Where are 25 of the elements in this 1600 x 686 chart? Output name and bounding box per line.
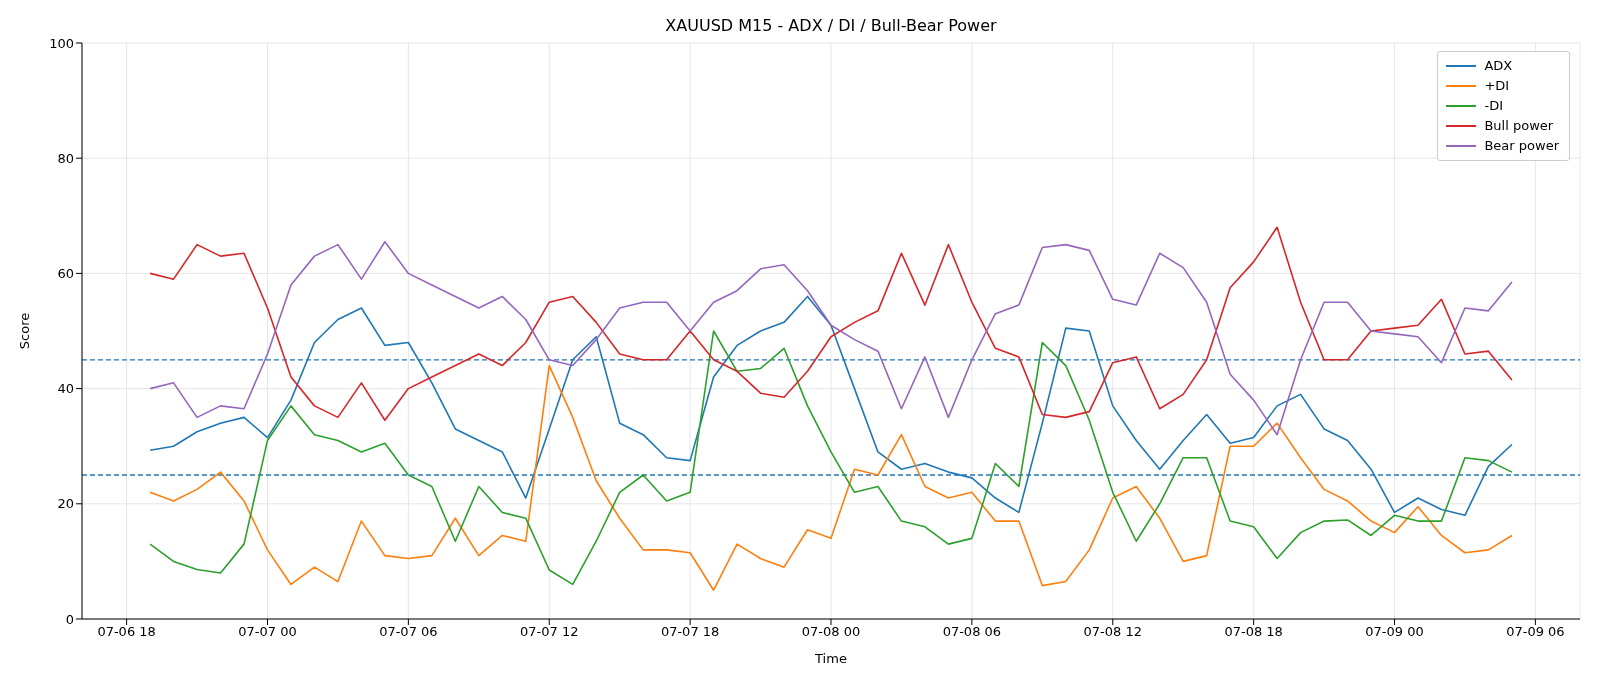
y-tick-label: 100 (49, 35, 74, 51)
x-tick-label: 07-09 06 (1506, 624, 1565, 640)
y-tick-label: 0 (65, 611, 74, 627)
x-tick-label: 07-08 06 (942, 624, 1002, 640)
x-axis-title: Time (814, 651, 847, 666)
chart-title: XAUUSD M15 - ADX / DI / Bull-Bear Power (664, 16, 998, 35)
x-tick-label: 07-09 00 (1365, 624, 1424, 640)
y-tick-label: 40 (57, 381, 74, 397)
x-tick-label: 07-06 18 (97, 624, 156, 640)
legend-label: +DI (1484, 77, 1510, 95)
legend-label: Bull power (1484, 117, 1554, 135)
legend-label: Bear power (1484, 137, 1559, 155)
y-tick-label: 60 (57, 266, 74, 282)
x-tick-label: 07-07 12 (520, 624, 579, 640)
x-tick-label: 07-07 06 (379, 624, 438, 640)
x-tick-label: 07-08 00 (801, 624, 861, 640)
x-tick-label: 07-08 12 (1083, 624, 1142, 640)
y-tick-label: 80 (57, 150, 74, 166)
x-tick-label: 07-07 00 (238, 624, 297, 640)
y-tick-label: 20 (57, 496, 74, 512)
legend-label: ADX (1484, 57, 1513, 75)
legend-label: -DI (1484, 97, 1503, 115)
x-tick-label: 07-08 18 (1224, 624, 1283, 640)
x-tick-label: 07-07 18 (660, 624, 720, 640)
y-axis-title: Score (16, 312, 32, 350)
